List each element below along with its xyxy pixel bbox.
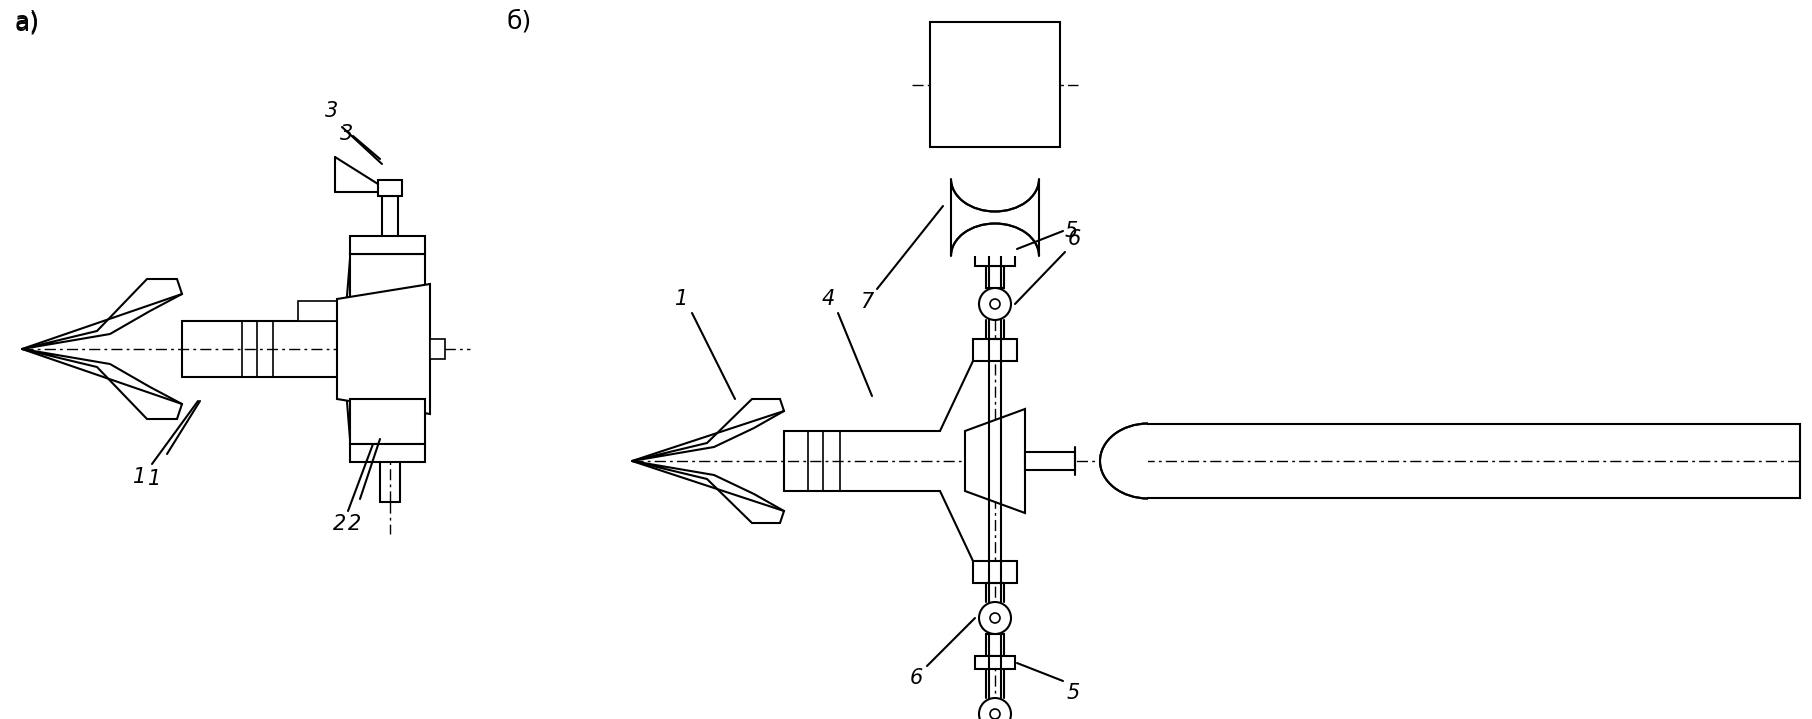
- Text: 2: 2: [333, 514, 346, 534]
- Bar: [986, 634, 1004, 656]
- Circle shape: [989, 709, 1000, 719]
- Text: 6: 6: [910, 668, 922, 688]
- Wedge shape: [1100, 413, 1149, 509]
- Text: 7: 7: [859, 292, 873, 312]
- Polygon shape: [632, 461, 785, 523]
- Bar: [973, 561, 1017, 583]
- Bar: [975, 656, 1015, 669]
- Bar: [973, 339, 1017, 361]
- Text: а): а): [14, 9, 40, 33]
- Bar: [429, 339, 446, 359]
- Polygon shape: [22, 349, 181, 419]
- Polygon shape: [337, 284, 429, 414]
- Bar: [350, 444, 426, 462]
- Bar: [350, 236, 426, 254]
- Text: 1: 1: [676, 289, 689, 309]
- Text: 3: 3: [324, 101, 339, 121]
- Text: 1: 1: [134, 467, 147, 487]
- Bar: [930, 22, 1060, 147]
- Polygon shape: [632, 399, 785, 461]
- Polygon shape: [22, 279, 181, 349]
- Circle shape: [989, 299, 1000, 309]
- Circle shape: [978, 698, 1011, 719]
- Text: 2: 2: [348, 514, 362, 534]
- Circle shape: [978, 288, 1011, 320]
- Bar: [350, 399, 426, 444]
- Text: 1: 1: [149, 469, 161, 489]
- Bar: [297, 301, 341, 321]
- Polygon shape: [966, 409, 1026, 513]
- Bar: [975, 253, 1015, 266]
- Wedge shape: [951, 179, 1038, 223]
- Text: 4: 4: [821, 289, 835, 309]
- Bar: [350, 254, 426, 299]
- Text: 3: 3: [341, 124, 353, 144]
- Text: 5: 5: [1067, 683, 1080, 703]
- Circle shape: [989, 613, 1000, 623]
- Text: б): б): [507, 9, 533, 33]
- Bar: [986, 266, 1004, 288]
- Text: а): а): [14, 11, 40, 35]
- Wedge shape: [951, 212, 1038, 256]
- Text: 5: 5: [1065, 221, 1078, 241]
- Bar: [379, 180, 402, 196]
- Circle shape: [978, 602, 1011, 634]
- Bar: [1026, 452, 1075, 470]
- Text: 6: 6: [1067, 229, 1082, 249]
